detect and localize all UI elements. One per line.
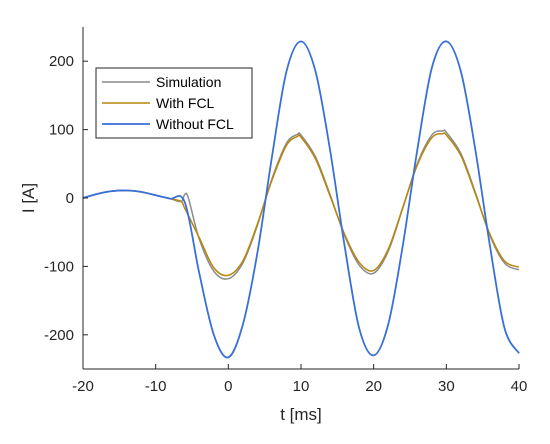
x-tick-label: 10: [293, 378, 310, 395]
legend-label-simulation: Simulation: [156, 74, 221, 90]
y-tick-label: -200: [44, 327, 74, 344]
y-axis-label: I [A]: [19, 183, 38, 213]
x-tick-label: -10: [145, 378, 167, 395]
y-tick-label: 200: [49, 53, 74, 70]
x-tick-label: 0: [224, 378, 232, 395]
x-axis-label: t [ms]: [280, 405, 322, 424]
legend: Simulation With FCL Without FCL: [95, 67, 253, 139]
x-tick-label: 20: [365, 378, 382, 395]
y-tick-label: 100: [49, 122, 74, 139]
y-tick-label: 0: [66, 190, 74, 207]
x-tick-label: -20: [72, 378, 94, 395]
series-layer: [82, 40, 520, 359]
series-line-without-fcl: [82, 40, 520, 359]
x-tick-label: 40: [511, 378, 528, 395]
legend-label-with-fcl: With FCL: [156, 95, 215, 111]
x-tick-label: 30: [438, 378, 455, 395]
y-tick-label: -100: [44, 258, 74, 275]
legend-label-without-fcl: Without FCL: [156, 116, 234, 132]
